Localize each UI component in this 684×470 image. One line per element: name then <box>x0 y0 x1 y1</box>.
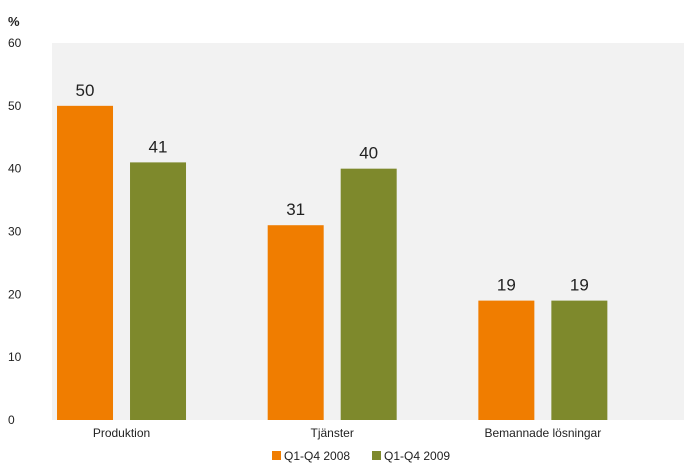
bar-value-label: 50 <box>76 81 95 100</box>
bar <box>267 225 324 420</box>
bar-value-label: 41 <box>149 137 168 156</box>
bar <box>340 168 397 420</box>
bar-value-label: 19 <box>497 276 516 295</box>
bar-value-label: 31 <box>286 200 305 219</box>
x-axis-ticks: Produktion Tjänster Bemannade lösningar <box>93 426 601 440</box>
bar-value-labels: 50 41 31 40 19 19 <box>76 81 589 295</box>
x-tick-label: Tjänster <box>311 426 354 440</box>
y-tick-label: 10 <box>8 350 22 364</box>
y-tick-label: 60 <box>8 36 22 50</box>
legend: Q1-Q4 2008 Q1-Q4 2009 <box>272 449 450 463</box>
bars-group <box>57 105 608 420</box>
x-tick-label: Bemannade lösningar <box>484 426 601 440</box>
legend-label: Q1-Q4 2008 <box>284 449 350 463</box>
bar <box>551 300 608 420</box>
legend-swatch <box>372 451 381 460</box>
y-axis-ticks: 0 10 20 30 40 50 60 <box>8 36 22 427</box>
bar <box>130 162 187 420</box>
legend-swatch <box>272 451 281 460</box>
y-axis-label: % <box>8 14 20 29</box>
y-tick-label: 40 <box>8 162 22 176</box>
y-tick-label: 20 <box>8 287 22 301</box>
bar-value-label: 40 <box>359 144 378 163</box>
y-tick-label: 50 <box>8 99 22 113</box>
bar <box>478 300 535 420</box>
y-tick-label: 30 <box>8 225 22 239</box>
y-tick-label: 0 <box>8 413 15 427</box>
legend-label: Q1-Q4 2009 <box>384 449 450 463</box>
x-tick-label: Produktion <box>93 426 150 440</box>
bar-value-label: 19 <box>570 276 589 295</box>
bar <box>57 105 114 420</box>
